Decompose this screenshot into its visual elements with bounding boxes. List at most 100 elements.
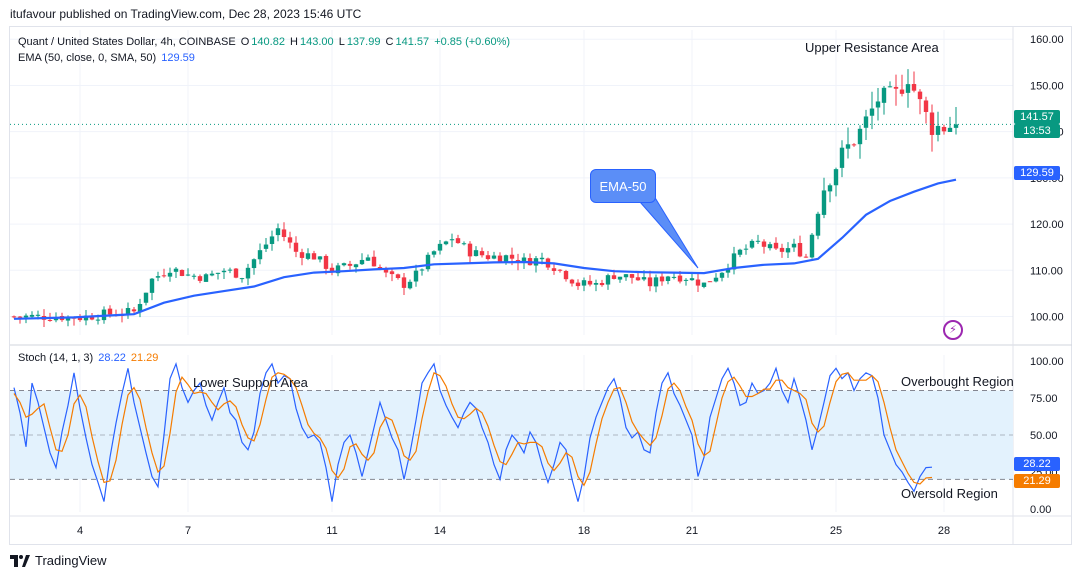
high-value: 143.00 [299,36,334,48]
candle-body [197,276,203,281]
candle-body [491,255,497,259]
candle-body [671,276,677,278]
candle-body [803,256,809,258]
candle-body [311,253,317,260]
lower-support-annotation: Lower Support Area [193,375,308,390]
candle-body [317,256,323,260]
candle-body [143,292,149,303]
candle-body [107,308,113,315]
symbol-label: Quant / United States Dollar, 4h, COINBA… [18,36,236,48]
candle-body [347,263,353,266]
chart-frame [9,26,1072,545]
candle-body [875,101,881,108]
low-value: 137.99 [346,36,381,48]
candle-body [647,277,653,287]
candlesticks [11,69,959,327]
candle-body [461,243,467,245]
candle-body [845,144,851,149]
candle-body [401,277,407,288]
candle-body [47,319,53,321]
candle-body [755,240,761,242]
candle-body [557,269,563,271]
candle-body [815,213,821,236]
candle-body [611,275,617,279]
candle-body [929,112,935,135]
ema-price-label: 129.59 [1014,166,1060,180]
candle-body [293,242,299,252]
change-value: +0.85 (+0.60%) [434,36,511,48]
candle-body [131,309,137,312]
candle-body [761,241,767,247]
candle-body [881,87,887,103]
candle-body [503,255,509,263]
candle-body [641,277,647,280]
candle-body [23,315,29,318]
candle-body [599,283,605,286]
candle-body [719,272,725,278]
candle-body [749,240,755,248]
candle-body [737,249,743,255]
candle-body [437,243,443,251]
candle-body [629,274,635,278]
candle-body [935,125,941,135]
candle-body [173,268,179,272]
candle-body [563,271,569,280]
overbought-annotation: Overbought Region [901,374,1014,389]
candle-body [383,268,389,273]
candle-body [431,251,437,255]
candle-body [665,276,671,281]
candle-body [155,276,161,278]
lightning-icon[interactable]: ⚡ [943,320,963,340]
candle-body [287,237,293,243]
time-tick-label: 25 [830,525,842,537]
candle-body [743,248,749,250]
candle-body [941,126,947,132]
candle-body [617,276,623,280]
candle-body [485,255,491,260]
candle-body [185,274,191,276]
candle-body [83,315,89,321]
candle-body [395,274,401,279]
price-tick-label: 150.00 [1030,80,1064,92]
low-label: L [338,36,345,48]
upper-resistance-annotation: Upper Resistance Area [805,40,939,55]
open-label: O [240,36,250,48]
candle-body [335,265,341,274]
stoch-d-price-label: 21.29 [1014,474,1060,488]
ema-legend: EMA (50, close, 0, SMA, 50) 129.59 [18,52,197,64]
open-value: 140.82 [251,36,285,48]
candle-body [281,229,287,238]
candle-body [701,282,707,287]
candle-body [905,84,911,93]
candle-body [869,108,875,116]
candle-body [353,264,359,268]
time-tick-label: 14 [434,525,446,537]
candle-body [893,86,899,89]
stoch-label: Stoch (14, 1, 3) [18,352,94,364]
candle-body [263,244,269,249]
candle-body [329,267,335,273]
candle-body [251,259,257,269]
ema-50-line [13,178,957,320]
candle-body [809,234,815,258]
candle-body [677,275,683,282]
candle-body [899,89,905,94]
tradingview-logo-icon [10,554,30,567]
candle-body [593,282,599,285]
candle-body [239,278,245,280]
candle-body [89,316,95,320]
last-price-label: 141.57 [1014,110,1060,124]
candle-body [305,253,311,259]
candle-body [731,253,737,270]
candle-body [227,269,233,271]
candle-body [635,277,641,281]
candle-body [389,271,395,275]
indicator-lines [10,123,1013,502]
candle-body [821,190,827,215]
candle-body [425,254,431,270]
candle-body [785,248,791,253]
candle-body [569,279,575,284]
candle-body [707,281,713,283]
candle-body [713,277,719,282]
candle-body [863,116,869,128]
